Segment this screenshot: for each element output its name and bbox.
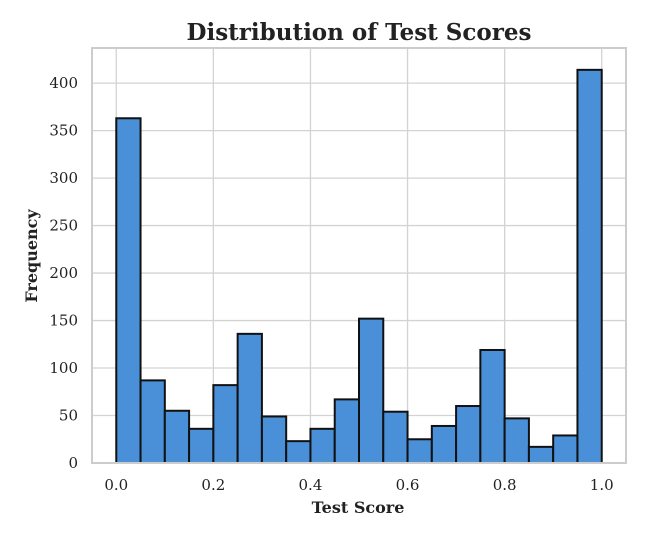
histogram-bar [358,317,385,464]
histogram-bar [236,332,263,464]
histogram-bar [503,417,530,464]
y-tick-label: 350 [49,122,78,140]
histogram-bar [333,398,360,464]
histogram-bar [139,379,166,464]
x-axis-label: Test Score [312,498,405,517]
histogram-bar [285,440,312,465]
histogram-bars [115,68,603,465]
x-tick-label: 0.0 [104,476,128,494]
histogram-bar [188,427,215,464]
histogram-bar [309,427,336,464]
y-tick-label: 400 [49,74,78,92]
y-tick-label: 0 [68,454,78,472]
x-tick-label: 0.2 [201,476,225,494]
histogram-bar [479,348,506,464]
y-axis-ticks: 0 50 100 150 200 250 300 350 400 [49,74,78,472]
histogram-bar [455,405,482,465]
x-tick-label: 0.4 [299,476,323,494]
x-tick-label: 0.6 [396,476,420,494]
y-tick-label: 150 [49,312,78,330]
histogram-bar [212,384,239,464]
y-tick-label: 200 [49,264,78,282]
y-tick-label: 50 [59,407,78,425]
histogram-bar [430,424,458,464]
y-tick-label: 300 [49,169,78,187]
histogram-bar [576,68,603,464]
histogram-bar [382,410,409,464]
x-axis-ticks: 0.0 0.2 0.4 0.6 0.8 1.0 [104,476,613,494]
chart-title: Distribution of Test Scores [187,19,532,46]
x-tick-label: 0.8 [493,476,517,494]
histogram-bar [552,434,579,465]
histogram-bar [163,409,191,465]
histogram-bar [527,445,555,464]
y-tick-label: 250 [49,217,78,235]
x-tick-label: 1.0 [590,476,614,494]
histogram-bar [406,438,433,464]
histogram-bar [115,117,142,464]
y-tick-label: 100 [49,359,78,377]
plot-frame [91,47,627,464]
histogram-bar [260,415,288,465]
y-axis-label: Frequency [22,209,41,303]
